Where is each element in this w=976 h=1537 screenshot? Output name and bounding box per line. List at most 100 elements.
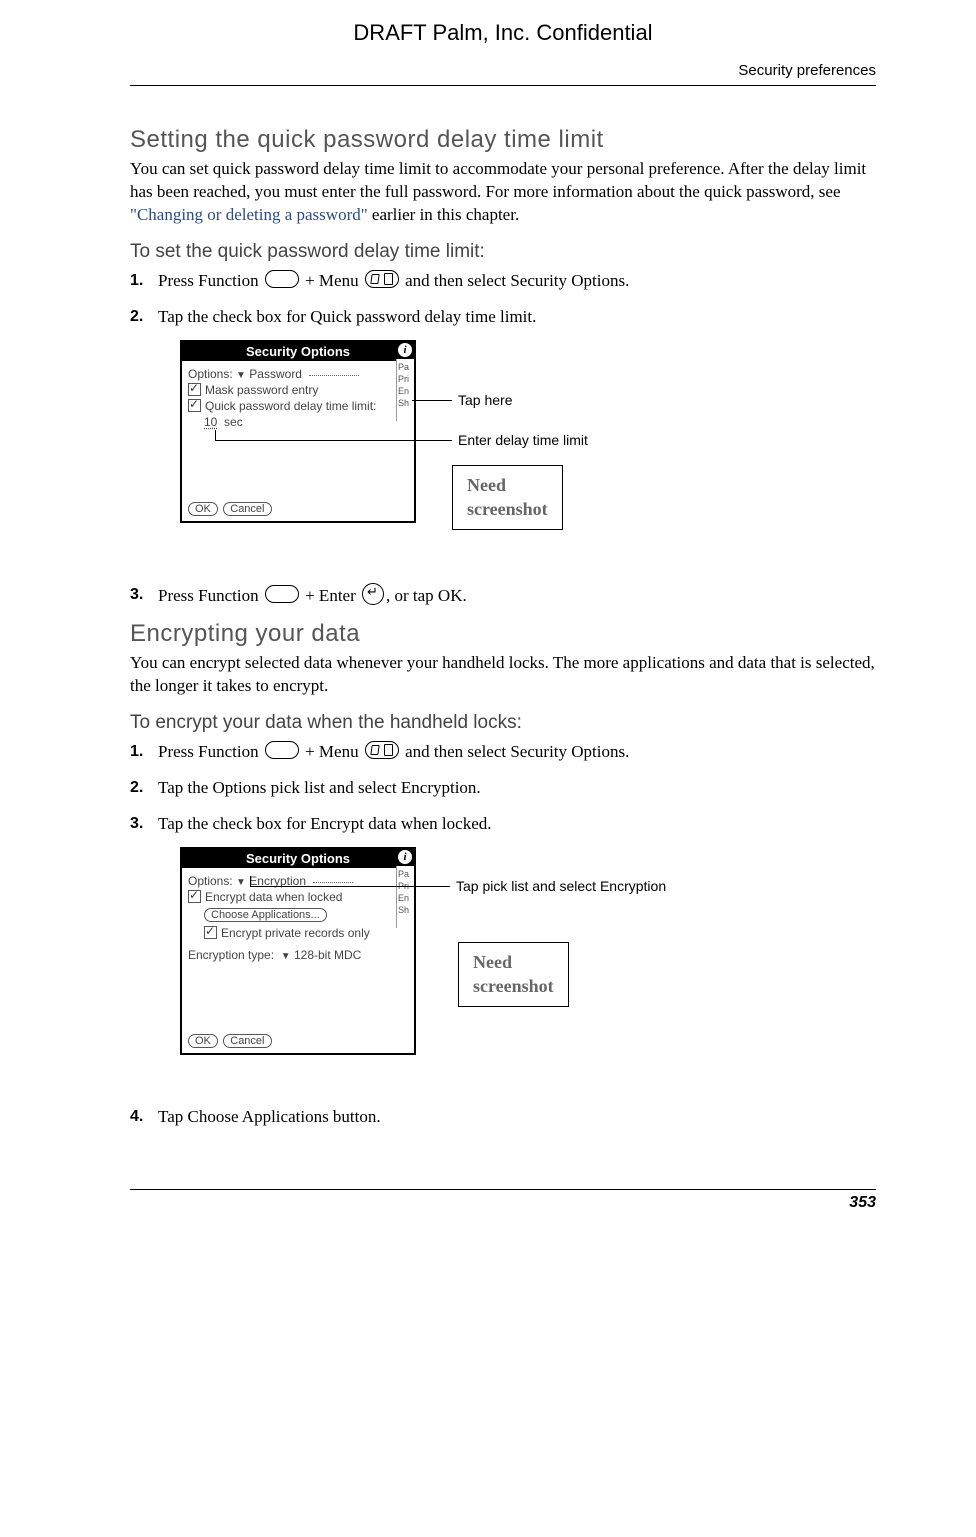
palm-buttons: OK Cancel [188,501,274,516]
step-number: 1. [130,741,143,763]
options-value: Password [249,367,302,381]
ok-button[interactable]: OK [188,1034,218,1048]
palm-title: Security Options [246,344,350,359]
step-number: 2. [130,306,143,328]
section-title-2: Encrypting your data [130,620,876,648]
text: and then select Security Options. [401,271,630,290]
checkbox-icon[interactable] [188,399,201,412]
text: Tap the check box for Quick password del… [158,307,536,326]
text: Tap the check box for Encrypt data when … [158,814,491,833]
choose-applications-button[interactable]: Choose Applications... [204,908,327,922]
checkbox-icon[interactable] [204,926,217,939]
section-title-1: Setting the quick password delay time li… [130,126,876,154]
options-label: Options: [188,874,233,888]
cancel-button[interactable]: Cancel [223,502,271,516]
callout-line [215,440,452,441]
subhead-2: To encrypt your data when the handheld l… [130,712,876,734]
ok-button[interactable]: OK [188,502,218,516]
step-number: 4. [130,1106,143,1128]
palm-body: Pa Pri En Sh Options: ▼ Password Mask pa… [182,361,414,521]
figure-1: Security Options i Pa Pri En Sh Options:… [180,340,876,565]
side-strip: Pa Pri En Sh [396,359,414,421]
text: Press Function [158,271,263,290]
menu-key-icon [365,741,399,759]
s2-step2: 2. Tap the Options pick list and select … [130,776,876,800]
callout-tap-here: Tap here [458,392,512,408]
chk1-label: Encrypt data when locked [205,890,342,904]
mask-password-row[interactable]: Mask password entry [188,383,410,397]
seconds-unit: sec [224,415,243,429]
callout-enter-delay: Enter delay time limit [458,432,588,448]
need-screenshot-box: Need screenshot [452,465,563,530]
palm-titlebar: Security Options i [182,849,414,868]
checkbox-icon[interactable] [188,383,201,396]
chk2-label: Encrypt private records only [221,926,370,940]
body-pre: You can set quick password delay time li… [130,159,866,201]
step-number: 3. [130,813,143,835]
text: Tap the Options pick list and select Enc… [158,778,481,797]
encrypt-locked-row[interactable]: Encrypt data when locked [188,890,410,904]
menu-key-icon [365,270,399,288]
choose-apps-row[interactable]: Choose Applications... [188,906,410,924]
section2-body: You can encrypt selected data whenever y… [130,652,876,698]
text: + Menu [301,742,363,761]
quick-password-row[interactable]: Quick password delay time limit: [188,399,410,413]
enctype-value: 128-bit MDC [294,948,361,962]
enctype-label: Encryption type: [188,948,274,962]
callout-tap-picklist: Tap pick list and select Encryption [456,878,666,894]
function-key-icon [265,270,299,288]
chk2-label: Quick password delay time limit: [205,399,376,413]
side-strip: Pa Pri En Sh [396,866,414,928]
callout-line [412,400,452,401]
text: + Menu [301,271,363,290]
palm-title: Security Options [246,851,350,866]
text: Press Function [158,742,263,761]
callout-line [250,886,450,887]
text: + Enter [301,586,360,605]
encryption-type-row[interactable]: Encryption type: ▼ 128-bit MDC [188,948,410,962]
callout-line [250,876,251,886]
function-key-icon [265,585,299,603]
chk1-label: Mask password entry [205,383,318,397]
draft-header: DRAFT Palm, Inc. Confidential [130,20,876,46]
step-number: 1. [130,270,143,292]
page-number: 353 [849,1194,876,1211]
options-row[interactable]: Options: ▼ Password [188,367,410,381]
palm-body: Pa Pri En Sh Options: ▼ Encryption Encry… [182,868,414,1053]
info-icon: i [398,850,412,864]
step-number: 3. [130,584,143,606]
need-screenshot-box: Need screenshot [458,942,569,1007]
s1-step1: 1. Press Function + Menu and then select… [130,269,876,293]
divider-icon [313,882,353,883]
subhead-1: To set the quick password delay time lim… [130,241,876,263]
palm-buttons: OK Cancel [188,1033,274,1048]
text: , or tap OK. [386,586,467,605]
divider-icon [309,375,359,376]
palm-screenshot-2: Security Options i Pa Pri En Sh Options:… [180,847,416,1055]
dropdown-icon: ▼ [236,877,246,888]
s1-step3: 3. Press Function + Enter , or tap OK. [130,583,876,608]
dropdown-icon: ▼ [236,370,246,381]
step-number: 2. [130,777,143,799]
running-head: Security preferences [130,62,876,86]
xref-changing-password: "Changing or deleting a password" [130,205,368,224]
enter-key-icon [362,583,384,605]
callout-line [215,430,216,440]
section1-body: You can set quick password delay time li… [130,158,876,227]
dropdown-icon: ▼ [281,951,291,962]
page-footer: 353 [130,1189,876,1212]
seconds-value[interactable]: 10 [204,415,217,429]
encrypt-private-row[interactable]: Encrypt private records only [204,926,410,940]
options-label: Options: [188,367,233,381]
s1-step2: 2. Tap the check box for Quick password … [130,305,876,329]
info-icon: i [398,343,412,357]
s2-step4: 4. Tap Choose Applications button. [130,1105,876,1129]
cancel-button[interactable]: Cancel [223,1034,271,1048]
s2-step1: 1. Press Function + Menu and then select… [130,740,876,764]
seconds-row[interactable]: 10 sec [204,415,410,429]
checkbox-icon[interactable] [188,890,201,903]
text: Tap Choose Applications button. [158,1107,381,1126]
text: Press Function [158,586,263,605]
body-post: earlier in this chapter. [368,205,520,224]
function-key-icon [265,741,299,759]
